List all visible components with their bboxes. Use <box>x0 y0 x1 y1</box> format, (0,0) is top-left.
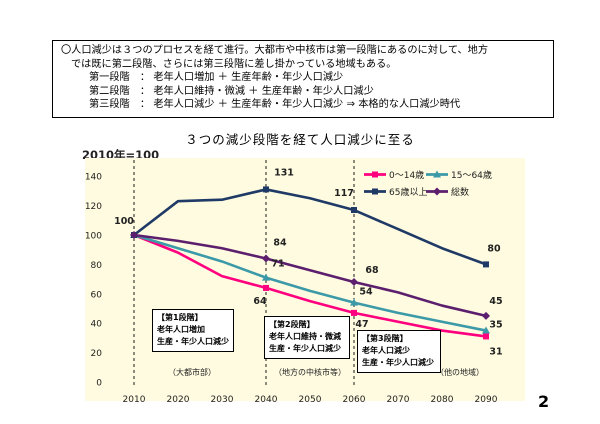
stage1-annotation-title: 【第1段階】 <box>157 313 203 322</box>
series-marker <box>262 254 270 263</box>
stage2-annotation-line1: 老年人口維持・微減 <box>269 332 341 341</box>
y-tick-label: 80 <box>91 261 103 271</box>
series-line-2 <box>133 188 487 266</box>
x-tick-label: 2010 <box>123 395 146 405</box>
y-tick-label: 120 <box>85 202 102 212</box>
series-marker <box>351 309 357 316</box>
page-number: 2 <box>538 392 550 411</box>
series-line-1 <box>133 233 487 332</box>
stage1-region-label: （大都市部） <box>168 367 216 377</box>
x-tick-label: 2020 <box>167 395 190 405</box>
x-tick-label: 2090 <box>475 395 498 405</box>
x-tick-label: 2050 <box>299 395 322 405</box>
description-line2: では既に第二段階、さらには第三段階に差し掛かっている地域もある。 <box>71 58 397 70</box>
legend-label: 0〜14歳 <box>389 169 424 181</box>
stage1-text: 老年人口増加 ＋ 生産年齢・年少人口減少 <box>153 72 344 84</box>
y-tick-label: 0 <box>96 379 102 389</box>
data-label: 117 <box>334 188 354 199</box>
description-box: 〇人口減少は３つのプロセスを経て進行。大都市や中核市は第一段階にあるのに対して、… <box>52 40 554 118</box>
description-line1: 〇人口減少は３つのプロセスを経て進行。大都市や中核市は第一段階にあるのに対して、… <box>61 45 489 56</box>
series-line-3 <box>133 233 487 318</box>
stage3-annotation-line1: 老年人口減少 <box>362 346 410 355</box>
data-label: 71 <box>271 259 284 270</box>
stage2-region-label: （地方の中核市等） <box>274 367 346 377</box>
y-tick-label: 60 <box>91 290 103 300</box>
stage3-annotation-title: 【第3段階】 <box>362 334 408 343</box>
legend-marker <box>372 188 378 195</box>
data-label: 45 <box>489 296 502 307</box>
stage2-annotation-line2: 生産・年少人口減少 <box>269 344 341 353</box>
legend-label: 65歳以上 <box>389 186 427 198</box>
stage2-text: 老年人口維持・微減 ＋ 生産年齢・年少人口減少 <box>153 85 374 97</box>
data-label: 80 <box>487 243 501 254</box>
data-label: 131 <box>274 167 294 178</box>
stage3-description: 第三段階 ： 老年人口減少 ＋ 生産年齢・年少人口減少 ⇒ 本格的な人口減少時代 <box>61 98 545 112</box>
x-tick-label: 2030 <box>211 395 234 405</box>
legend-marker <box>433 170 441 178</box>
series-marker <box>263 186 269 193</box>
series-marker <box>350 278 358 287</box>
series-marker <box>130 231 138 239</box>
series-marker <box>482 326 490 334</box>
series-marker <box>483 333 489 340</box>
legend-label: 15〜64歳 <box>451 169 492 181</box>
y-tick-label: 40 <box>91 320 103 330</box>
stage3-annotation: 【第3段階】 老年人口減少 生産・年少人口減少 <box>357 330 441 373</box>
stage1-annotation-line1: 老年人口増加 <box>157 325 205 334</box>
series-marker <box>263 284 269 291</box>
chart-title: ３つの減少段階を経て人口減少に至る <box>185 132 415 147</box>
legend-marker <box>372 171 378 178</box>
stage3-text: 老年人口減少 ＋ 生産年齢・年少人口減少 ⇒ 本格的な人口減少時代 <box>153 99 461 111</box>
data-label: 35 <box>489 320 502 331</box>
stage3-annotation-line2: 生産・年少人口減少 <box>362 358 434 367</box>
y-tick-label: 140 <box>85 173 102 183</box>
series-marker <box>350 298 358 306</box>
stage3-label: 第三段階 ： <box>89 99 151 111</box>
legend-marker <box>433 187 441 196</box>
data-label: 47 <box>355 319 368 330</box>
y-tick-label: 100 <box>85 232 102 242</box>
series-marker <box>351 207 357 214</box>
legend-label: 総数 <box>451 186 469 198</box>
data-label: 64 <box>253 296 267 307</box>
data-label: 54 <box>359 287 373 298</box>
series-line-0 <box>133 233 487 338</box>
stage1-annotation-line2: 生産・年少人口減少 <box>157 337 229 346</box>
stage2-description: 第二段階 ： 老年人口維持・微減 ＋ 生産年齢・年少人口減少 <box>61 85 545 99</box>
stage2-annotation: 【第2段階】 老年人口維持・微減 生産・年少人口減少 <box>264 316 350 359</box>
x-tick-label: 2060 <box>343 395 366 405</box>
x-tick-label: 2040 <box>255 395 278 405</box>
series-marker <box>262 273 270 281</box>
data-label: 31 <box>489 346 502 357</box>
stage2-label: 第二段階 ： <box>89 85 151 97</box>
stage2-annotation-title: 【第2段階】 <box>269 320 315 329</box>
stage1-annotation: 【第1段階】 老年人口増加 生産・年少人口減少 <box>152 309 234 352</box>
stage3-region-label: （他の地域） <box>436 367 484 377</box>
data-label: 100 <box>114 216 134 227</box>
data-label: 84 <box>273 238 287 249</box>
x-tick-label: 2080 <box>431 395 454 405</box>
data-label: 68 <box>365 265 379 276</box>
stage1-label: 第一段階 ： <box>89 72 151 84</box>
stage1-description: 第一段階 ： 老年人口増加 ＋ 生産年齢・年少人口減少 <box>61 71 545 85</box>
y-tick-label: 20 <box>91 349 103 359</box>
series-marker <box>482 311 490 320</box>
x-tick-label: 2070 <box>387 395 410 405</box>
series-marker <box>483 261 489 268</box>
